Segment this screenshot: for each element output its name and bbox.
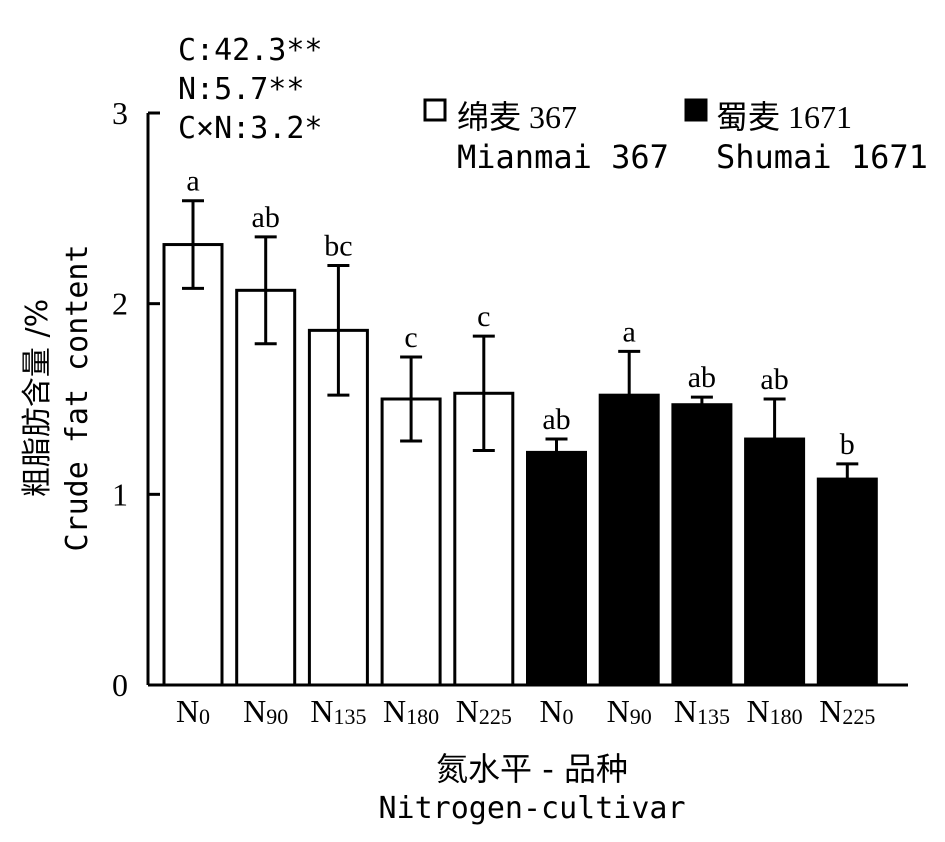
bar (598, 393, 660, 687)
x-axis-title-en: Nitrogen-cultivar (378, 791, 685, 826)
y-tick-label: 1 (112, 476, 128, 512)
legend-swatch-mianmai (423, 98, 447, 122)
significance-letter: ab (252, 201, 280, 234)
significance-letter: ab (542, 403, 570, 436)
bar (816, 477, 878, 687)
significance-letter: ab (688, 361, 716, 394)
x-tick-label: N180 (747, 693, 803, 729)
bar (235, 288, 297, 687)
x-axis-title: 氮水平 - 品种 Nitrogen-cultivar (378, 750, 685, 826)
legend-label-shumai-cn: 蜀麦 1671 (716, 99, 852, 135)
legend-label-mianmai-en: Mianmai 367 (457, 138, 669, 176)
significance-letter: c (404, 321, 417, 354)
y-axis-title-cn: 粗脂肪含量 /% (20, 299, 55, 497)
stat-cultivar: C:42.3** (178, 33, 323, 68)
x-tick-label: N225 (819, 693, 875, 729)
error-bar (545, 437, 568, 453)
error-bar (472, 334, 495, 452)
y-tick-label: 3 (112, 95, 128, 131)
significance-letters: a ab bc c c ab a ab ab b (186, 165, 854, 461)
significance-letter: b (840, 428, 855, 461)
x-tick-label: N0 (539, 693, 573, 729)
significance-letter: c (477, 300, 490, 333)
significance-letter: bc (324, 230, 352, 263)
bar (671, 403, 733, 687)
error-bar (690, 395, 713, 405)
bar (162, 243, 224, 687)
x-tick-label: N0 (176, 693, 210, 729)
x-tick-label: N225 (456, 693, 512, 729)
legend-label-mianmai-cn: 绵麦 367 (457, 99, 577, 135)
error-bar (182, 199, 204, 290)
x-tick-label: N180 (383, 693, 439, 729)
significance-letter: ab (760, 363, 788, 396)
y-tick-label: 2 (112, 286, 128, 322)
y-axis-title-en: Crude fat content (60, 244, 95, 551)
legend: 绵麦 367 Mianmai 367 蜀麦 1671 Shumai 1671 (423, 98, 928, 176)
bar (744, 437, 806, 687)
significance-letter: a (186, 165, 199, 198)
stats-annotation: C:42.3** N:5.7** C×N:3.2* (178, 33, 323, 146)
legend-swatch-shumai (684, 98, 708, 122)
error-bar (254, 235, 277, 346)
stat-nitrogen: N:5.7** (178, 72, 304, 107)
error-bar (763, 397, 786, 440)
error-bars (182, 199, 859, 480)
bar (380, 397, 442, 687)
y-axis-title: 粗脂肪含量 /% Crude fat content (20, 244, 95, 551)
bars (162, 243, 878, 687)
error-bar (618, 349, 641, 396)
error-bar (836, 462, 859, 480)
error-bar (327, 264, 350, 397)
x-tick-label: N90 (607, 693, 652, 729)
legend-label-shumai-en: Shumai 1671 (716, 138, 928, 176)
x-tick-labels: N0 N90 N135 N180 N225 N0 N90 N135 N180 N225 (176, 693, 875, 729)
bar (526, 450, 587, 687)
stat-interaction: C×N:3.2* (178, 111, 323, 146)
x-tick-label: N135 (674, 693, 730, 729)
significance-letter: a (623, 315, 636, 348)
y-tick-label: 0 (112, 667, 128, 703)
x-tick-label: N135 (310, 693, 366, 729)
bar (453, 391, 515, 687)
error-bar (400, 355, 423, 443)
x-axis-title-cn: 氮水平 - 品种 (436, 750, 628, 788)
x-tick-label: N90 (243, 693, 288, 729)
